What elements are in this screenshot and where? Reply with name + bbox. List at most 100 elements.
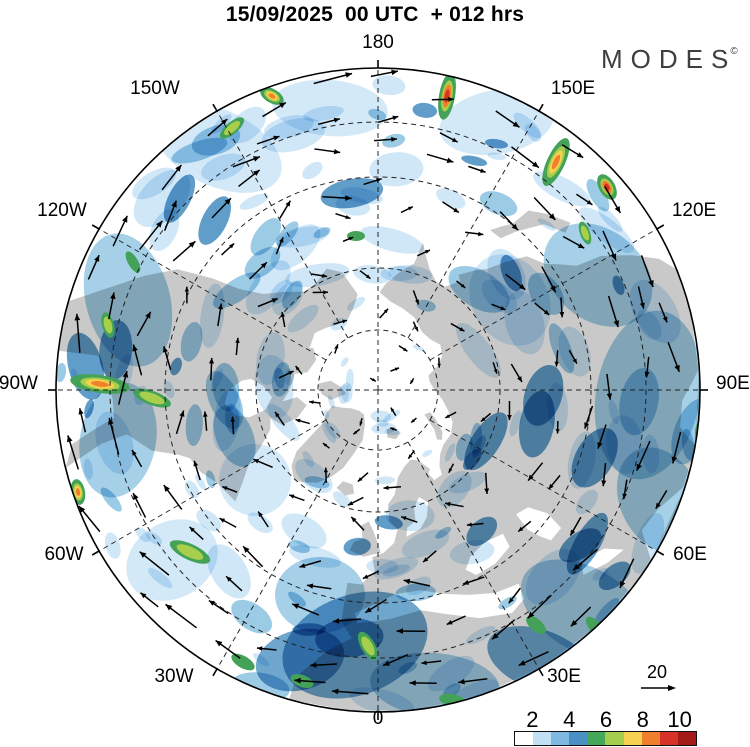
field-blob	[382, 564, 411, 577]
field-blob	[671, 398, 700, 465]
colorbar-segment	[623, 732, 642, 745]
hot-streak	[91, 381, 109, 387]
field-blob	[360, 226, 424, 254]
wind-arrowhead	[307, 583, 314, 589]
wind-arrowhead	[584, 422, 590, 429]
wind-arrowhead	[243, 546, 250, 553]
colorbar-segment	[569, 732, 588, 745]
hot-streak	[139, 391, 165, 405]
meridian-line	[429, 228, 658, 361]
wind-arrowhead	[353, 430, 358, 435]
field-blob	[523, 365, 564, 426]
latitude-circle	[317, 329, 439, 451]
wind-arrowhead	[193, 460, 199, 467]
field-blob	[302, 161, 323, 180]
land-polygon	[336, 481, 355, 496]
hot-streak	[224, 120, 240, 136]
meridian-edge-tick	[538, 103, 544, 112]
colorbar-segment	[605, 732, 624, 745]
wind-arrowhead	[446, 157, 454, 163]
wind-arrowhead	[674, 364, 680, 372]
field-blob	[374, 476, 396, 485]
field-blob	[239, 193, 269, 210]
field-blob	[448, 265, 510, 313]
field-blob	[146, 531, 162, 546]
field-blob	[256, 332, 285, 385]
field-blob	[353, 265, 392, 284]
modes-logo: MODES©	[601, 44, 738, 75]
wind-arrowhead	[175, 164, 182, 172]
sea-polygon	[428, 466, 442, 480]
longitude-label: 90W	[0, 373, 38, 394]
colorbar-tick-label: 6	[599, 707, 613, 732]
field-blob	[343, 537, 371, 556]
wind-arrowhead	[396, 628, 403, 634]
graticule-layer	[56, 68, 700, 712]
wind-arrowhead	[573, 563, 580, 571]
wind-arrowhead	[517, 376, 522, 382]
wind-arrowhead	[345, 195, 352, 201]
field-blob	[594, 598, 620, 626]
wind-arrowhead	[345, 215, 351, 219]
wind-arrowhead	[463, 580, 470, 585]
wind-arrowhead	[289, 494, 295, 499]
wind-arrowhead	[500, 306, 506, 310]
wind-arrowhead	[518, 660, 526, 666]
wind-arrowhead	[572, 358, 577, 364]
wind-arrowhead	[392, 115, 399, 121]
wind-arrowhead	[390, 407, 395, 412]
meridian-line	[216, 110, 349, 339]
wind-arrowhead	[519, 283, 526, 290]
field-blob	[372, 75, 406, 96]
colorbar-segment	[515, 732, 534, 745]
field-blob	[504, 291, 545, 355]
wind-arrowhead	[655, 502, 661, 509]
field-blob	[185, 404, 203, 447]
wind-arrowhead	[528, 474, 534, 481]
field-blob	[275, 557, 365, 633]
wind-arrowhead	[294, 677, 301, 684]
meridian-edge-tick	[91, 224, 100, 230]
meridian-edge-tick	[656, 550, 665, 556]
meridian-line	[98, 419, 327, 552]
field-blob	[485, 138, 509, 149]
wind-arrowhead	[518, 526, 524, 532]
wind-arrowhead	[295, 366, 300, 371]
field-blob	[427, 655, 475, 692]
field-blob	[456, 322, 501, 378]
wind-arrowhead	[391, 69, 398, 76]
hot-streak	[580, 225, 590, 241]
field-blob	[597, 206, 623, 232]
wind-arrowhead	[613, 320, 619, 328]
wind-arrowhead	[110, 292, 116, 300]
field-blob	[346, 296, 365, 311]
wind-arrowhead	[459, 327, 465, 332]
wind-arrowhead	[285, 200, 291, 207]
wind-arrowhead	[403, 578, 411, 585]
hot-streak	[641, 588, 655, 608]
wind-arrowhead	[362, 574, 369, 579]
longitude-label: 60E	[673, 544, 707, 565]
hot-streak	[103, 316, 113, 334]
wind-arrowhead	[437, 363, 441, 368]
wind-arrowhead	[408, 206, 413, 211]
wind-arrowhead	[554, 361, 559, 367]
field-blob	[269, 279, 293, 304]
wind-arrowhead	[348, 237, 354, 241]
wind-arrowhead	[279, 102, 286, 109]
wind-arrowhead	[550, 285, 556, 293]
field-blob	[198, 196, 232, 245]
colorbar-tick-label: 2	[526, 707, 539, 732]
field-blob	[340, 357, 349, 367]
wind-arrowhead	[365, 274, 371, 279]
field-blob	[412, 102, 438, 118]
field-blob	[250, 218, 281, 256]
field-blob	[244, 246, 281, 279]
wind-arrowhead	[230, 416, 235, 422]
field-blob	[253, 653, 269, 667]
field-blob	[349, 687, 415, 712]
wind-arrowhead	[218, 303, 223, 310]
field-blob	[281, 513, 327, 549]
wind-arrowhead	[421, 660, 427, 666]
wind-arrowhead	[253, 170, 260, 176]
